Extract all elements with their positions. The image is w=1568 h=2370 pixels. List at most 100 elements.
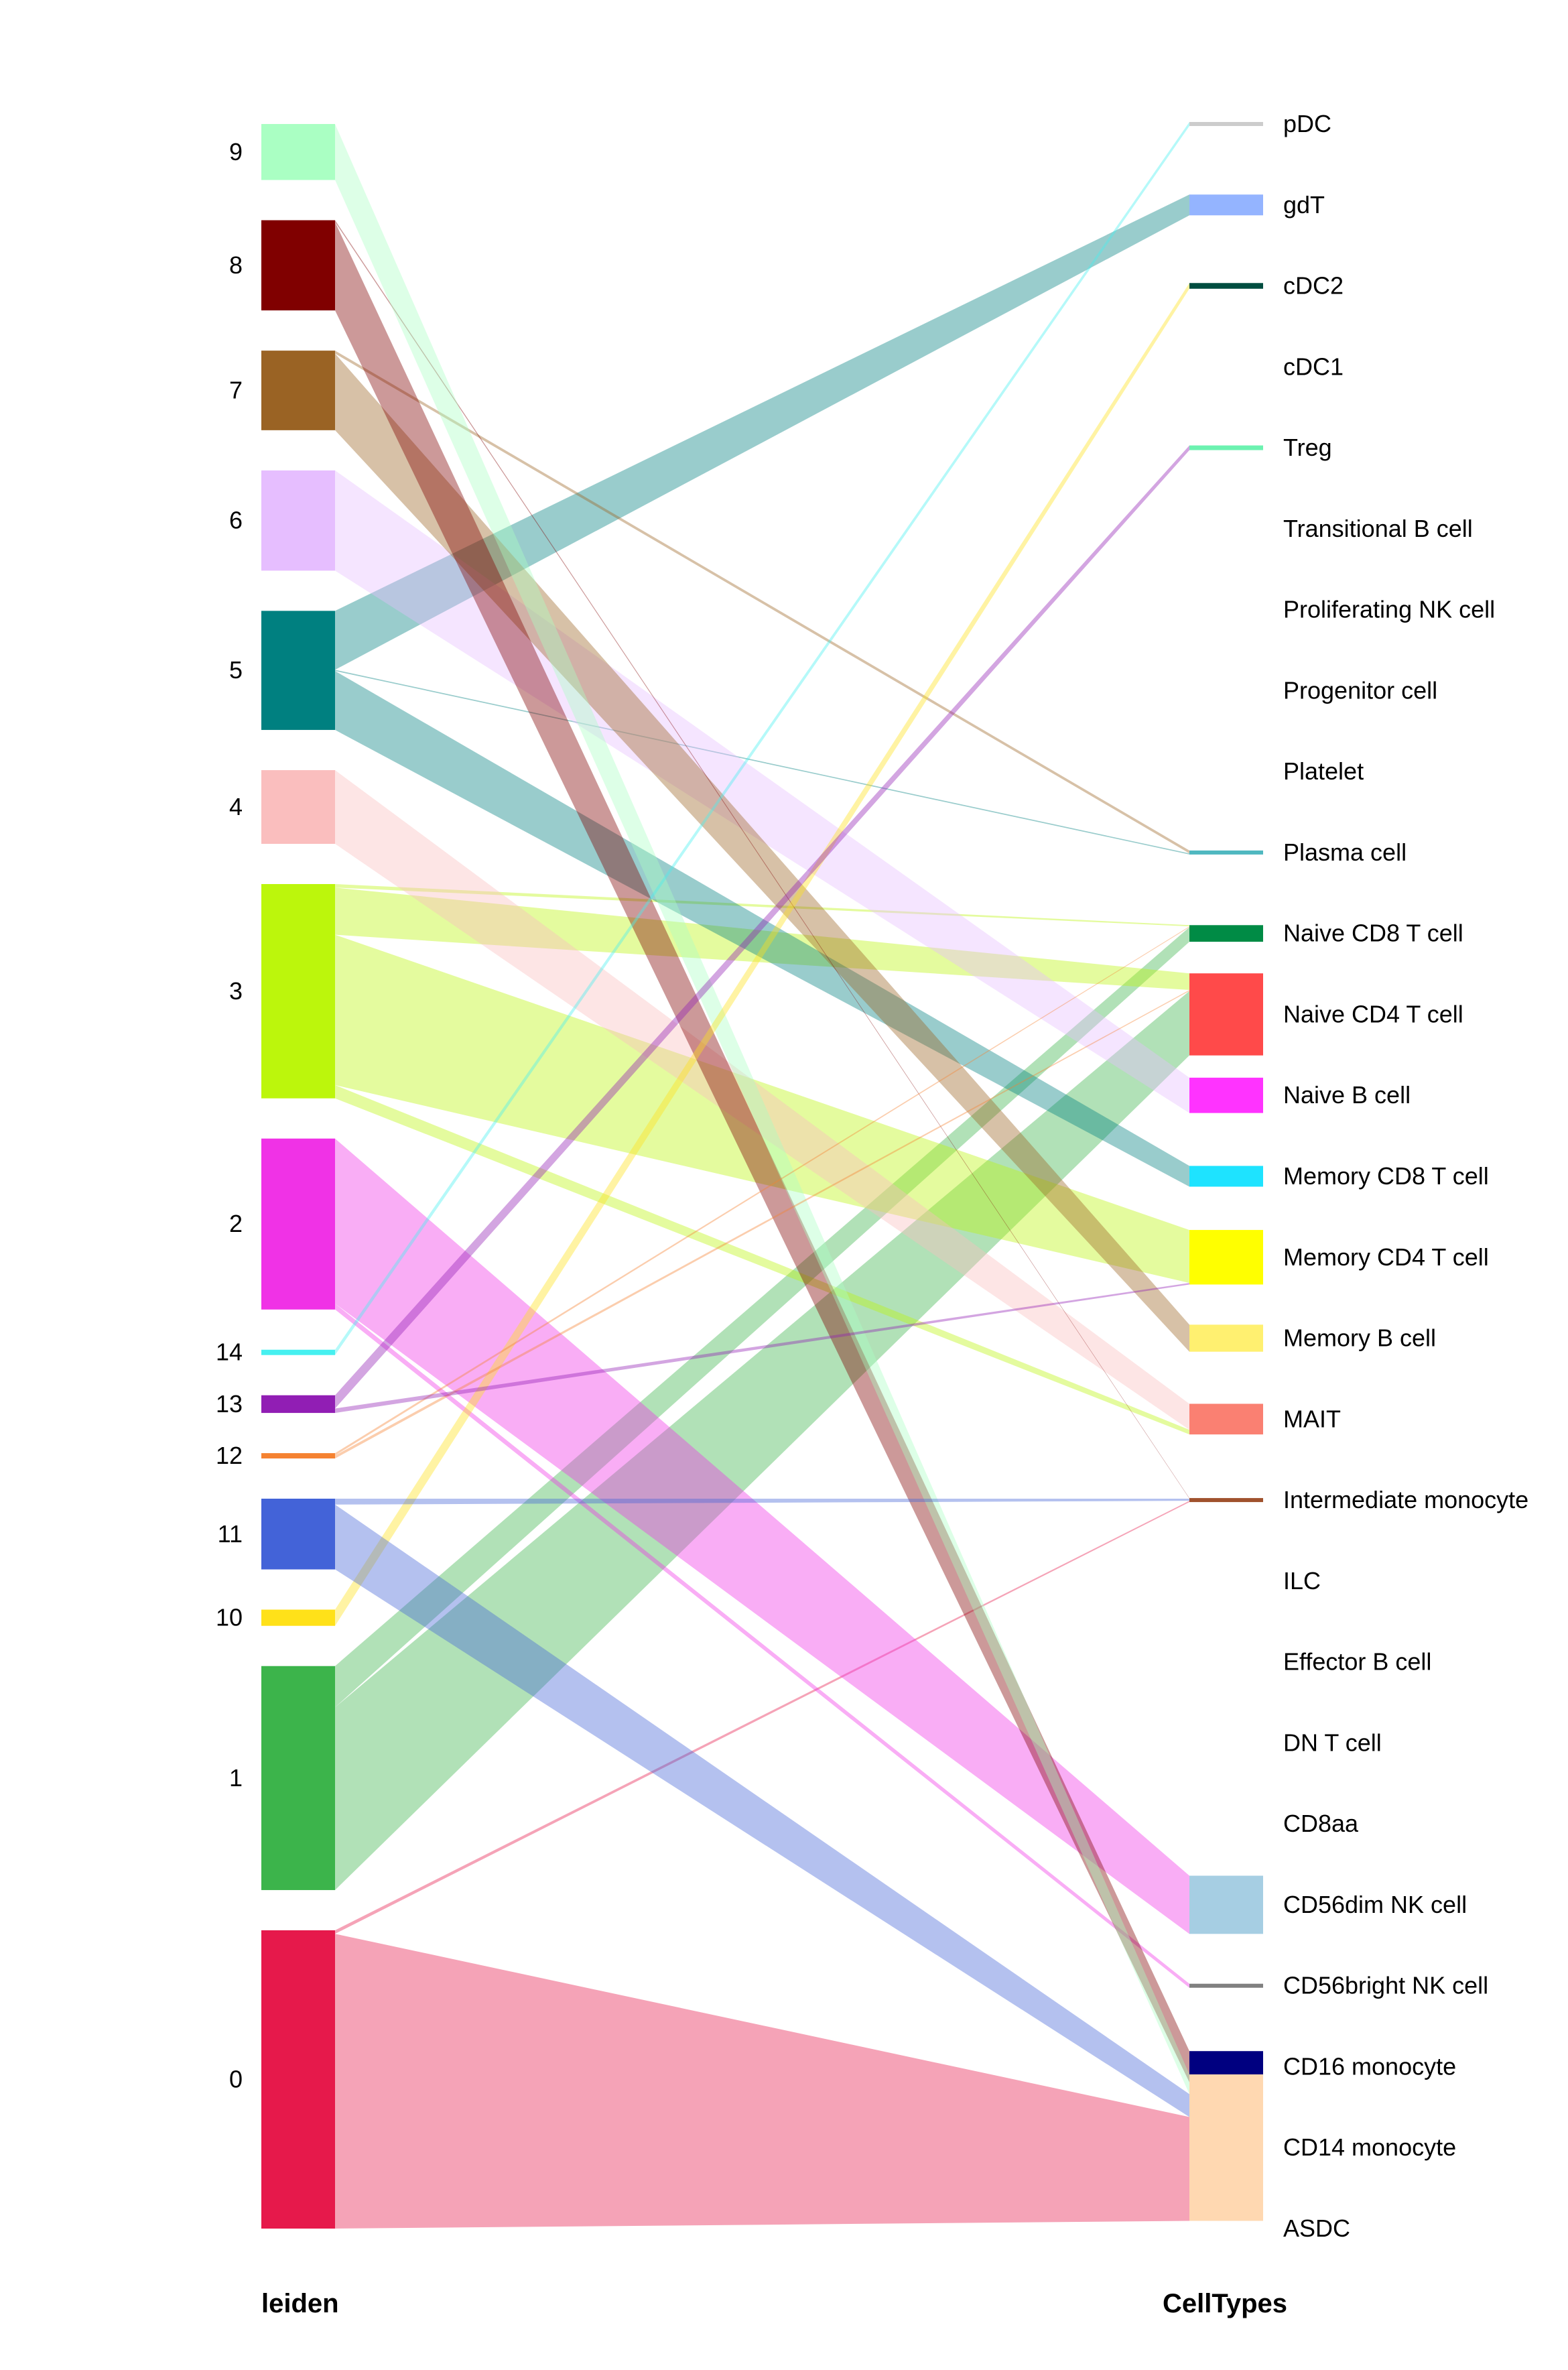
right-node-memory-cd4-t-cell <box>1189 1230 1263 1285</box>
right-node-label-intermediate-monocyte: Intermediate monocyte <box>1283 1486 1528 1513</box>
left-node-13 <box>261 1395 335 1414</box>
right-node-label-cd56dim-nk-cell: CD56dim NK cell <box>1283 1891 1467 1918</box>
left-node-10 <box>261 1609 335 1626</box>
right-node-cd56bright-nk-cell <box>1189 1983 1263 1988</box>
right-node-cd14-monocyte <box>1189 2074 1263 2221</box>
flow-3-to-naive-cd4-t-cell <box>335 887 1189 991</box>
right-node-label-pdc: pDC <box>1283 110 1331 137</box>
right-node-label-memory-cd8-t-cell: Memory CD8 T cell <box>1283 1162 1489 1190</box>
flow-3-to-memory-cd4-t-cell <box>335 934 1189 1284</box>
left-node-4 <box>261 770 335 844</box>
right-node-label-progenitor-cell: Progenitor cell <box>1283 676 1437 704</box>
right-node-label-ilc: ILC <box>1283 1567 1321 1595</box>
flow-2-to-cd56bright-nk-cell <box>335 1303 1189 1988</box>
left-node-label-10: 10 <box>216 1604 243 1631</box>
right-node-label-platelet: Platelet <box>1283 757 1364 785</box>
left-node-3 <box>261 883 335 1099</box>
flow-5-to-memory-cd8-t-cell <box>335 671 1189 1187</box>
right-node-label-dn-t-cell: DN T cell <box>1283 1729 1382 1756</box>
flow-6-to-naive-b-cell <box>335 470 1189 1113</box>
flow-11-to-intermediate-monocyte <box>335 1498 1189 1505</box>
right-node-treg <box>1189 445 1263 450</box>
right-node-label-mait: MAIT <box>1283 1405 1341 1432</box>
left-node-label-9: 9 <box>229 138 243 166</box>
left-node-14 <box>261 1349 335 1355</box>
right-node-intermediate-monocyte <box>1189 1498 1263 1503</box>
flow-5-to-gdt <box>335 194 1189 670</box>
flow-12-to-naive-cd8-t-cell <box>335 926 1189 1456</box>
flow-12-to-naive-cd4-t-cell <box>335 990 1189 1458</box>
right-node-label-naive-cd8-t-cell: Naive CD8 T cell <box>1283 920 1463 947</box>
right-node-layer: pDC gdT cDC2 cDC1 Treg Transitional B cell Pro… <box>1189 110 1528 2242</box>
right-node-naive-b-cell <box>1189 1077 1263 1113</box>
right-node-label-memory-cd4-t-cell: Memory CD4 T cell <box>1283 1243 1489 1271</box>
right-node-memory-cd8-t-cell <box>1189 1166 1263 1187</box>
right-node-label-gdt: gdT <box>1283 191 1325 219</box>
left-node-11 <box>261 1498 335 1570</box>
right-node-label-cdc2: cDC2 <box>1283 272 1344 300</box>
flow-3-to-mait <box>335 1084 1189 1435</box>
left-axis-title: leiden <box>261 2289 339 2318</box>
flow-5-to-plasma-cell <box>335 670 1189 855</box>
flow-0-to-cd14-monocyte <box>335 1934 1189 2229</box>
left-node-label-12: 12 <box>216 1442 243 1469</box>
right-node-label-transitional-b-cell: Transitional B cell <box>1283 515 1473 542</box>
flow-1-to-naive-cd8-t-cell <box>335 927 1189 1708</box>
left-node-5 <box>261 611 335 731</box>
right-node-naive-cd8-t-cell <box>1189 925 1263 942</box>
flow-14-to-pdc <box>335 122 1189 1355</box>
left-node-label-8: 8 <box>229 251 243 279</box>
left-node-1 <box>261 1666 335 1890</box>
right-axis-title: CellTypes <box>1163 2289 1287 2318</box>
left-node-label-14: 14 <box>216 1338 243 1366</box>
flow-7-to-memory-b-cell <box>335 353 1189 1352</box>
right-node-label-cd14-monocyte: CD14 monocyte <box>1283 2133 1456 2161</box>
right-node-cd56dim-nk-cell <box>1189 1875 1263 1934</box>
flow-layer <box>335 122 1189 2229</box>
flow-3-to-naive-cd8-t-cell <box>335 883 1189 927</box>
right-node-label-memory-b-cell: Memory B cell <box>1283 1324 1436 1352</box>
left-node-label-3: 3 <box>229 977 243 1005</box>
left-node-label-2: 2 <box>229 1210 243 1237</box>
left-node-label-7: 7 <box>229 376 243 403</box>
flow-7-to-plasma-cell <box>335 351 1189 854</box>
right-node-gdt <box>1189 194 1263 216</box>
left-node-label-0: 0 <box>229 2065 243 2093</box>
flow-2-to-cd56dim-nk-cell <box>335 1138 1189 1934</box>
flow-13-to-treg <box>335 445 1189 1409</box>
flow-1-to-naive-cd4-t-cell <box>335 991 1189 1890</box>
right-node-label-plasma-cell: Plasma cell <box>1283 838 1407 866</box>
right-node-label-asdc: ASDC <box>1283 2215 1350 2242</box>
left-node-7 <box>261 351 335 430</box>
right-node-label-cdc1: cDC1 <box>1283 353 1344 380</box>
left-node-label-13: 13 <box>216 1390 243 1418</box>
left-node-label-1: 1 <box>229 1764 243 1792</box>
left-node-label-4: 4 <box>229 793 243 820</box>
flow-0-to-intermediate-monocyte <box>335 1501 1189 1934</box>
right-node-mait <box>1189 1404 1263 1435</box>
right-node-label-effector-b-cell: Effector B cell <box>1283 1648 1431 1676</box>
flow-13-to-memory-cd4-t-cell <box>335 1283 1189 1414</box>
left-node-12 <box>261 1453 335 1458</box>
right-node-label-cd56bright-nk-cell: CD56bright NK cell <box>1283 1972 1488 1999</box>
left-node-6 <box>261 470 335 571</box>
right-node-pdc <box>1189 122 1263 126</box>
right-node-cdc2 <box>1189 283 1263 289</box>
right-node-label-proliferating-nk-cell: Proliferating NK cell <box>1283 596 1495 623</box>
left-node-label-6: 6 <box>229 507 243 534</box>
right-node-label-naive-cd4-t-cell: Naive CD4 T cell <box>1283 1000 1463 1027</box>
right-node-label-cd8aa: CD8aa <box>1283 1810 1359 1837</box>
left-node-2 <box>261 1138 335 1310</box>
left-node-9 <box>261 124 335 180</box>
flow-10-to-cdc2 <box>335 283 1189 1626</box>
flow-8-to-cd16-monocyte <box>335 222 1189 2082</box>
flow-8-to-intermediate-monocyte <box>335 220 1189 1499</box>
right-node-label-naive-b-cell: Naive B cell <box>1283 1081 1411 1109</box>
left-node-label-11: 11 <box>218 1520 243 1548</box>
right-node-label-cd16-monocyte: CD16 monocyte <box>1283 2052 1456 2080</box>
flow-9-to-cd14-monocyte <box>335 124 1189 2095</box>
flow-4-to-mait <box>335 770 1189 1430</box>
left-node-0 <box>261 1930 335 2229</box>
